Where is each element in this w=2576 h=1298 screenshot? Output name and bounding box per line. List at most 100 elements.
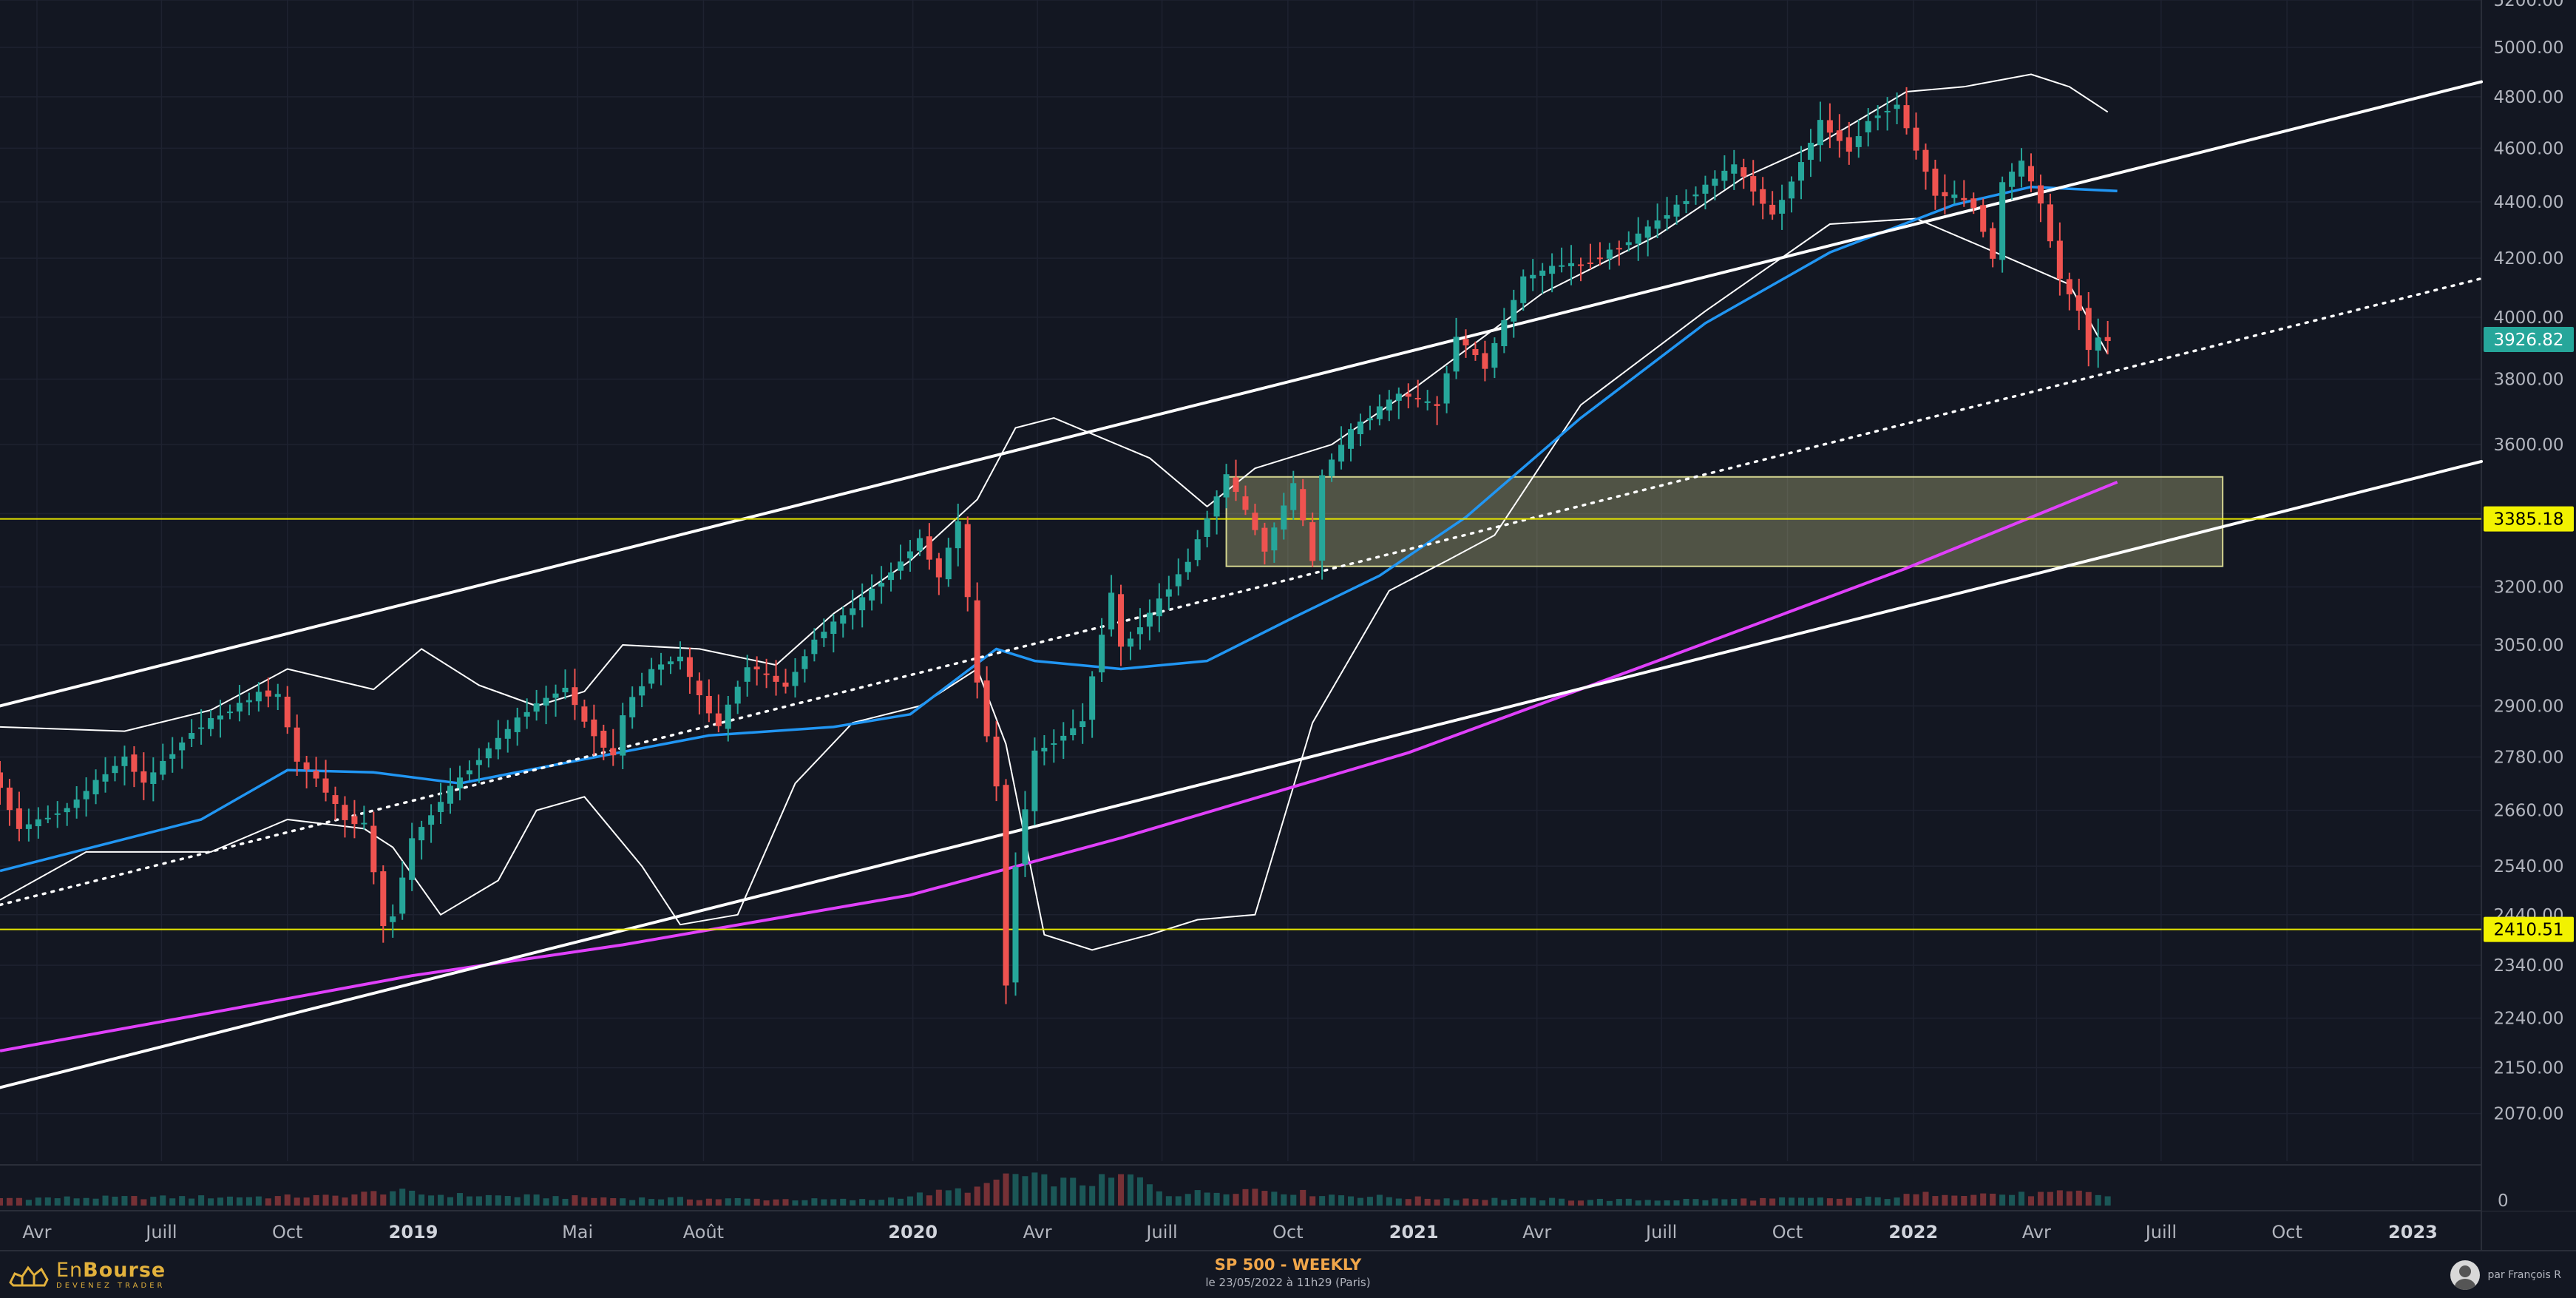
volume-bar (964, 1192, 971, 1206)
candle-body (1089, 676, 1096, 720)
dotted-trendline (0, 277, 2483, 907)
candle-2020-09-07 (1252, 504, 1258, 535)
candle-2019-07-22 (686, 647, 693, 694)
volume-bar (648, 1199, 655, 1206)
candle-body (1347, 429, 1355, 449)
candle-body (916, 538, 923, 551)
candle-2021-08-09 (1712, 170, 1718, 200)
author-block: par François R (2450, 1260, 2561, 1290)
volume-bar (850, 1200, 856, 1206)
candle-body (696, 680, 702, 696)
volume-bar (1347, 1196, 1355, 1206)
candle-body (64, 808, 70, 813)
price-tick-label: 3800.00 (2493, 371, 2563, 390)
candle-2020-11-02 (1329, 453, 1335, 482)
price-tick-label: 3600.00 (2493, 436, 2563, 455)
candle-body (1712, 178, 1718, 186)
candle-2018-08-06 (208, 709, 214, 737)
candle-body (830, 621, 837, 635)
candle-body (955, 521, 961, 549)
candle-2021-11-01 (1826, 103, 1833, 149)
volume-bar (2009, 1194, 2016, 1206)
time-tick-label: Avr (1522, 1222, 1551, 1243)
volume-bar (54, 1198, 61, 1206)
volume-bar (351, 1194, 358, 1206)
bollinger-lower-line (0, 217, 2109, 951)
candle-2021-11-15 (1845, 121, 1852, 165)
volume-bar (1721, 1199, 1728, 1206)
enbourse-logo: EnBourse DEVENEZ TRADER (7, 1260, 166, 1290)
candle-2018-08-13 (217, 700, 224, 738)
candle-body (964, 524, 971, 598)
volume-bar (1233, 1194, 1239, 1206)
candle-body (1826, 120, 1833, 133)
volume-bar (2066, 1191, 2072, 1206)
candle-body (54, 813, 61, 815)
volume-bar (504, 1196, 511, 1206)
time-axis[interactable]: Avr Juill Oct 2019 Mai Août 2020 Avr Juill Oct 202… (22, 1222, 2437, 1243)
candle-body (2085, 308, 2092, 351)
candle-2020-06-15 (1136, 608, 1143, 650)
candle-body (1568, 263, 1575, 266)
candle-body (35, 819, 41, 827)
candle-body (1683, 200, 1689, 204)
candle-body (1338, 445, 1345, 462)
candle-body (2027, 166, 2035, 182)
candle-body (1596, 257, 1603, 260)
candle-2019-04-22 (562, 669, 569, 700)
volume-bar (696, 1200, 702, 1206)
candle-body (878, 583, 885, 587)
candle-2018-07-30 (198, 709, 205, 745)
volume-bar (782, 1199, 789, 1206)
volume-bar (658, 1199, 665, 1206)
candle-2021-06-07 (1625, 231, 1632, 251)
candle-body (1990, 228, 1996, 259)
volume-bar (1750, 1200, 1757, 1206)
candle-2021-04-05 (1539, 263, 1546, 294)
candle-2018-06-04 (121, 746, 128, 785)
candle-2019-05-20 (600, 724, 607, 760)
candle-body (284, 696, 291, 728)
candle-body (1003, 785, 1009, 986)
candle-2021-09-06 (1750, 160, 1757, 206)
volume-bar (801, 1200, 808, 1206)
volume-bar (1797, 1197, 1805, 1206)
candle-body (179, 742, 186, 751)
candle-2020-12-28 (1405, 383, 1411, 409)
candle-2018-08-27 (236, 685, 243, 722)
support-zone-rect (1225, 476, 2224, 567)
candle-2018-05-07 (83, 777, 89, 817)
candle-2021-08-23 (1731, 149, 1738, 190)
candle-body (658, 664, 665, 670)
candle-body (351, 816, 358, 825)
candle-2020-04-13 (1051, 729, 1057, 763)
volume-bar (1003, 1173, 1009, 1206)
candle-2022-01-03 (1913, 112, 1919, 160)
volume-bar (543, 1198, 549, 1206)
price-axis[interactable]: 5200.00 5000.00 4800.00 4600.00 4400.00 4200.… (2482, 0, 2576, 1211)
candle-2020-12-14 (1386, 390, 1392, 422)
volume-bar (35, 1197, 41, 1206)
volume-bar (792, 1200, 799, 1206)
price-tick-label: 4400.00 (2493, 193, 2563, 212)
candle-body (1673, 204, 1680, 217)
candle-2021-02-08 (1462, 329, 1469, 358)
price-chart[interactable]: 5200.00 5000.00 4800.00 4600.00 4400.00 4200.… (0, 0, 2576, 1250)
volume-bar (686, 1199, 693, 1206)
time-tick-label: 2021 (1389, 1222, 1439, 1243)
candle-2020-11-09 (1338, 426, 1345, 470)
volume-bar (1587, 1200, 1593, 1206)
candle-body (1424, 401, 1431, 403)
volume-bar (2027, 1196, 2035, 1206)
candle-body (236, 703, 243, 711)
volume-bar (485, 1194, 492, 1206)
volume-bar (888, 1197, 895, 1206)
candle-body (1530, 274, 1536, 279)
volume-bar (1338, 1195, 1345, 1206)
candle-2019-01-21 (438, 782, 444, 825)
candle-2021-06-21 (1644, 220, 1651, 257)
volume-bar (1683, 1198, 1689, 1206)
price-tick-label: 5000.00 (2493, 38, 2563, 58)
candle-2020-01-06 (916, 529, 923, 556)
candle-body (495, 737, 501, 750)
